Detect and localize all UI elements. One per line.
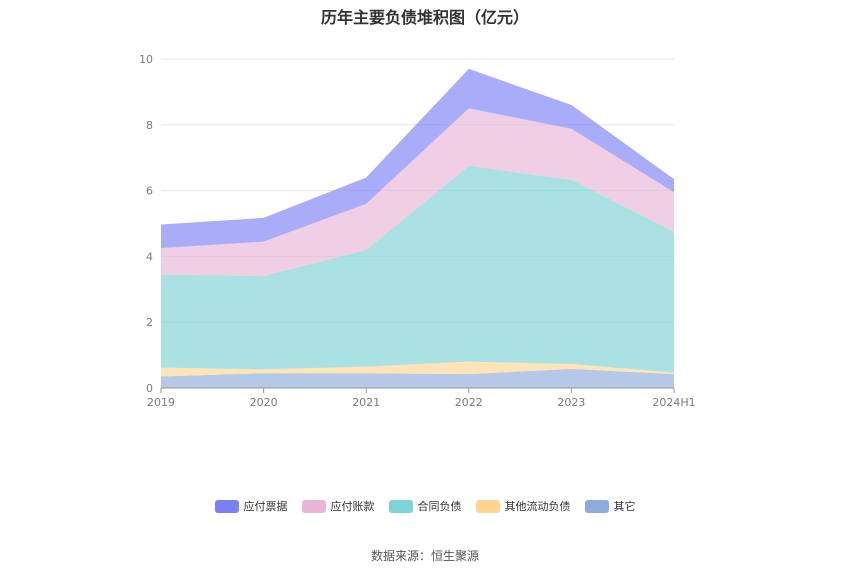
- legend-swatch: [388, 499, 413, 513]
- area-series-合同负债: [161, 165, 674, 373]
- legend-label: 应付账款: [330, 500, 375, 513]
- x-tick-label: 2023: [557, 396, 585, 409]
- area-series-其它: [161, 368, 674, 388]
- y-tick-label: 6: [146, 185, 153, 198]
- x-tick-label: 2022: [455, 396, 483, 409]
- legend-label: 应付票据: [243, 500, 288, 513]
- x-tick-label: 2024H1: [652, 396, 695, 409]
- x-tick-label: 2020: [250, 396, 278, 409]
- legend-label: 其他流动负债: [504, 500, 571, 513]
- legend-swatch: [301, 499, 326, 513]
- legend-item[interactable]: 其他流动负债: [475, 498, 571, 514]
- legend-label: 其它: [613, 500, 636, 513]
- legend-swatch: [214, 499, 239, 513]
- area-series-应付账款: [161, 108, 674, 277]
- y-tick-label: 8: [146, 119, 153, 132]
- x-tick-label: 2021: [352, 396, 380, 409]
- y-tick-label: 4: [146, 250, 153, 263]
- y-tick-label: 0: [146, 382, 153, 395]
- legend-item[interactable]: 应付账款: [301, 498, 375, 514]
- source-note: 数据来源：恒生聚源: [370, 549, 479, 563]
- legend-swatch: [584, 499, 609, 513]
- legend-item[interactable]: 其它: [584, 498, 636, 514]
- legend-swatch: [475, 499, 500, 513]
- legend-item[interactable]: 合同负债: [388, 498, 462, 514]
- area-series-其他流动负债: [161, 361, 674, 377]
- legend: 应付票据 应付账款 合同负债 其他流动负债 其它: [0, 498, 850, 514]
- legend-item[interactable]: 应付票据: [214, 498, 288, 514]
- legend-label: 合同负债: [417, 500, 462, 513]
- y-tick-label: 2: [146, 316, 153, 329]
- x-tick-label: 2019: [147, 396, 175, 409]
- y-tick-label: 10: [139, 53, 153, 66]
- area-series-应付票据: [161, 68, 674, 249]
- chart-title: 历年主要负债堆积图（亿元）: [320, 8, 529, 27]
